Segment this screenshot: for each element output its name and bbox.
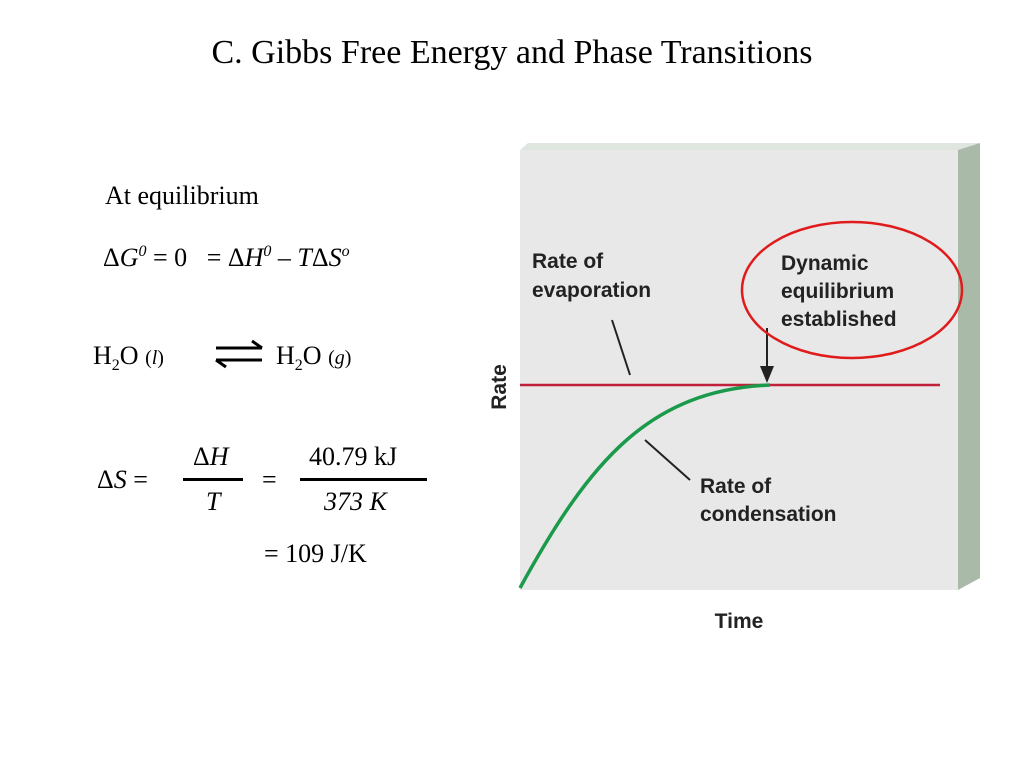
label: Dynamic [781, 252, 869, 275]
fraction-bar [183, 478, 243, 481]
part: H [93, 341, 112, 370]
part: O [302, 341, 329, 370]
eq-part: – [271, 243, 298, 272]
label: Rate of [700, 475, 772, 498]
part: = [126, 465, 148, 494]
part: ) [157, 347, 164, 369]
label: condensation [700, 503, 837, 526]
part: Δ [193, 442, 210, 471]
label: established [781, 308, 897, 331]
part: H [276, 341, 295, 370]
eq-part: Δ [103, 243, 120, 272]
eq-part: H [244, 243, 264, 272]
product: H2O (g) [276, 341, 352, 374]
part: 2 [294, 357, 303, 374]
part: ( [145, 347, 152, 369]
label: equilibrium [781, 280, 894, 303]
eq-part: S [328, 243, 342, 272]
arrow-head [760, 366, 774, 383]
highlight-circle [740, 220, 964, 360]
eq-part: = Δ [193, 243, 245, 272]
equation: ΔG0 = 0 = ΔH0 – TΔSo [103, 243, 350, 272]
eq-part: 0 [138, 243, 147, 260]
condensation-curve [518, 383, 771, 589]
y-axis-label: Rate [488, 364, 511, 410]
entropy-lhs: ΔS = [97, 467, 148, 493]
eq-part: Δ [311, 243, 329, 272]
part: S [113, 465, 127, 494]
box-top [520, 143, 980, 150]
eq-part: 0 [263, 243, 272, 260]
part: ) [344, 347, 352, 369]
label: evaporation [532, 279, 651, 302]
box-side [958, 143, 980, 590]
numerator: 40.79 kJ [309, 442, 398, 471]
x-axis-label: Time [715, 610, 764, 633]
part: g [334, 347, 345, 369]
part: O [119, 341, 146, 370]
pointer [644, 439, 691, 481]
heading: At equilibrium [105, 181, 259, 210]
reactant: H2O (l) [93, 341, 164, 374]
part: ( [328, 347, 335, 369]
box-front [520, 150, 958, 590]
eq-part: o [341, 243, 350, 260]
equilibrium-arrows [215, 339, 263, 369]
part: l [151, 347, 158, 369]
equals: = [262, 465, 277, 494]
eq-part: = 0 [146, 243, 194, 272]
part: Δ [97, 465, 114, 494]
numerator: ΔH [193, 444, 229, 470]
pointer [611, 319, 631, 376]
result: = 109 J/K [264, 539, 367, 568]
denominator: 373 K [324, 487, 387, 516]
title: C. Gibbs Free Energy and Phase Transitio… [211, 34, 813, 71]
part: H [209, 442, 229, 471]
eq-part: T [297, 243, 312, 272]
label: Rate of [532, 250, 604, 273]
eq-part: G [119, 243, 139, 272]
fraction-bar [300, 478, 427, 481]
denominator: T [206, 487, 221, 516]
part: 2 [111, 357, 120, 374]
